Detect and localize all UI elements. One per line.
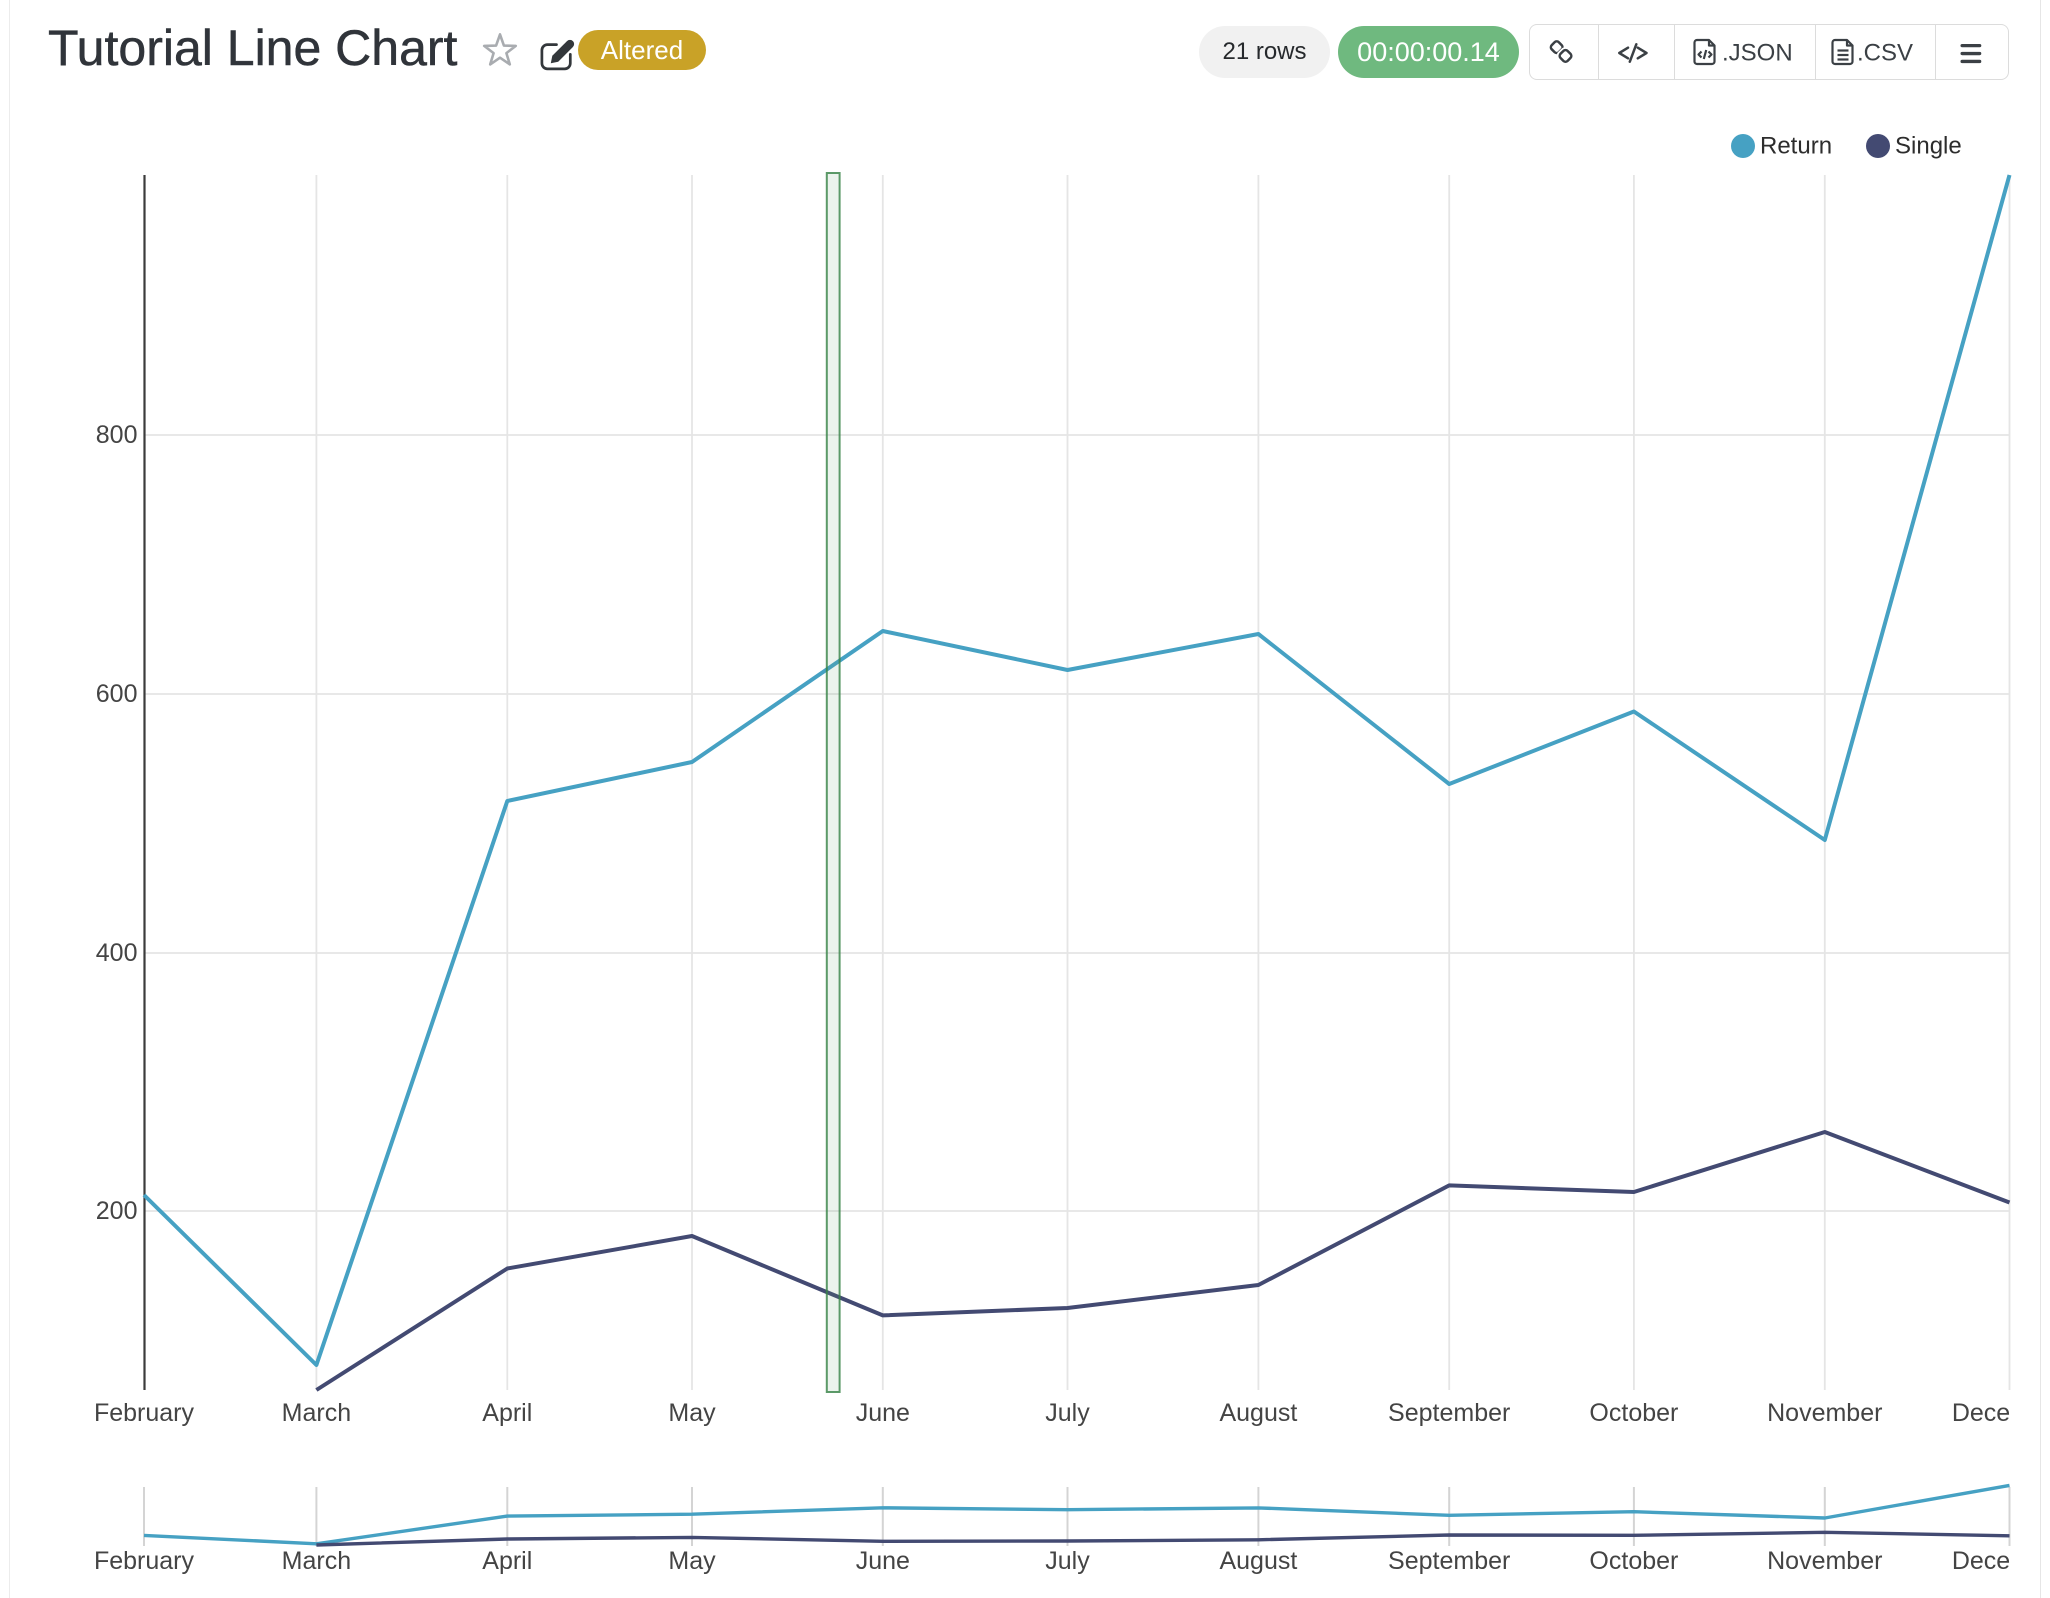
svg-text:June: June bbox=[856, 1547, 910, 1575]
svg-text:400: 400 bbox=[96, 939, 138, 967]
svg-text:Return: Return bbox=[1760, 133, 1832, 160]
svg-text:200: 200 bbox=[96, 1197, 138, 1225]
svg-text:November: November bbox=[1767, 1547, 1882, 1575]
svg-text:September: September bbox=[1388, 1399, 1510, 1427]
svg-text:July: July bbox=[1045, 1547, 1090, 1575]
svg-text:February: February bbox=[94, 1399, 195, 1427]
svg-text:February: February bbox=[94, 1547, 195, 1575]
svg-text:.CSV: .CSV bbox=[1857, 40, 1913, 67]
svg-text:March: March bbox=[282, 1547, 351, 1575]
svg-text:October: October bbox=[1589, 1547, 1678, 1575]
svg-text:November: November bbox=[1767, 1399, 1882, 1427]
svg-text:March: March bbox=[282, 1399, 351, 1427]
svg-text:May: May bbox=[668, 1547, 716, 1575]
svg-text:December: December bbox=[1952, 1399, 2036, 1427]
svg-text:April: April bbox=[482, 1399, 532, 1427]
svg-text:June: June bbox=[856, 1399, 910, 1427]
svg-text:December: December bbox=[1952, 1547, 2036, 1575]
svg-text:July: July bbox=[1045, 1399, 1090, 1427]
svg-text:April: April bbox=[482, 1547, 532, 1575]
svg-text:October: October bbox=[1589, 1399, 1678, 1427]
svg-text:August: August bbox=[1219, 1547, 1297, 1575]
svg-text:Single: Single bbox=[1895, 133, 1962, 160]
svg-text:September: September bbox=[1388, 1547, 1510, 1575]
svg-text:August: August bbox=[1219, 1399, 1297, 1427]
svg-text:May: May bbox=[668, 1399, 716, 1427]
svg-text:800: 800 bbox=[96, 421, 138, 449]
svg-text:.JSON: .JSON bbox=[1722, 40, 1793, 67]
svg-text:600: 600 bbox=[96, 680, 138, 708]
